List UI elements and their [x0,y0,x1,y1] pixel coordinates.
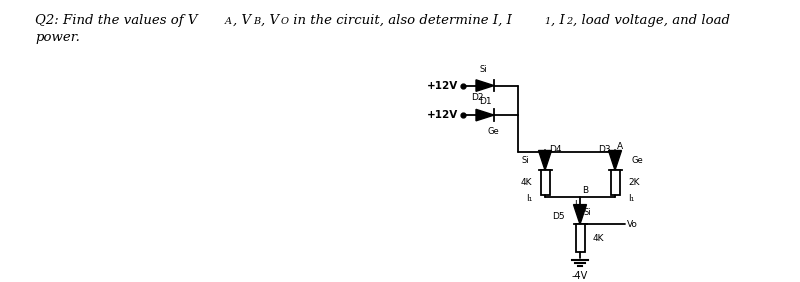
Text: , I: , I [551,14,565,27]
Text: D2: D2 [470,93,483,102]
Text: D1: D1 [478,97,491,106]
Bar [610,170,619,195]
Text: 4K: 4K [521,178,532,187]
Text: Si: Si [479,65,487,74]
Bar [541,170,550,195]
Text: +12V: +12V [426,81,458,91]
Text: in the circuit, also determine I, I: in the circuit, also determine I, I [289,14,512,27]
Text: 2: 2 [566,17,572,26]
Text: Si: Si [522,156,529,165]
Text: B: B [582,186,588,195]
Text: D4: D4 [549,145,562,154]
Polygon shape [476,109,494,121]
Text: +12V: +12V [426,110,458,120]
Bar [575,224,585,252]
Polygon shape [574,205,586,224]
Text: D3: D3 [598,145,611,154]
Text: O: O [281,17,289,26]
Text: 1: 1 [544,17,550,26]
Polygon shape [538,151,551,170]
Text: 4K: 4K [593,233,605,243]
Text: , V: , V [233,14,251,27]
Text: 2K: 2K [628,178,639,187]
Text: Vo: Vo [627,220,638,229]
Text: Si: Si [584,208,592,217]
Text: D5: D5 [552,212,565,221]
Polygon shape [609,151,622,170]
Text: I₁: I₁ [526,194,532,203]
Text: , V: , V [261,14,279,27]
Text: Q2: Find the values of V: Q2: Find the values of V [35,14,198,27]
Text: I₁: I₁ [628,194,634,203]
Text: Ge: Ge [631,156,642,165]
Text: A: A [617,142,623,151]
Text: Ge: Ge [487,127,498,136]
Text: power.: power. [35,32,80,45]
Text: B: B [253,17,260,26]
Text: A: A [225,17,232,26]
Polygon shape [476,80,494,91]
Text: -4V: -4V [572,270,588,281]
Text: , load voltage, and load: , load voltage, and load [573,14,730,27]
Text: I: I [574,200,577,209]
